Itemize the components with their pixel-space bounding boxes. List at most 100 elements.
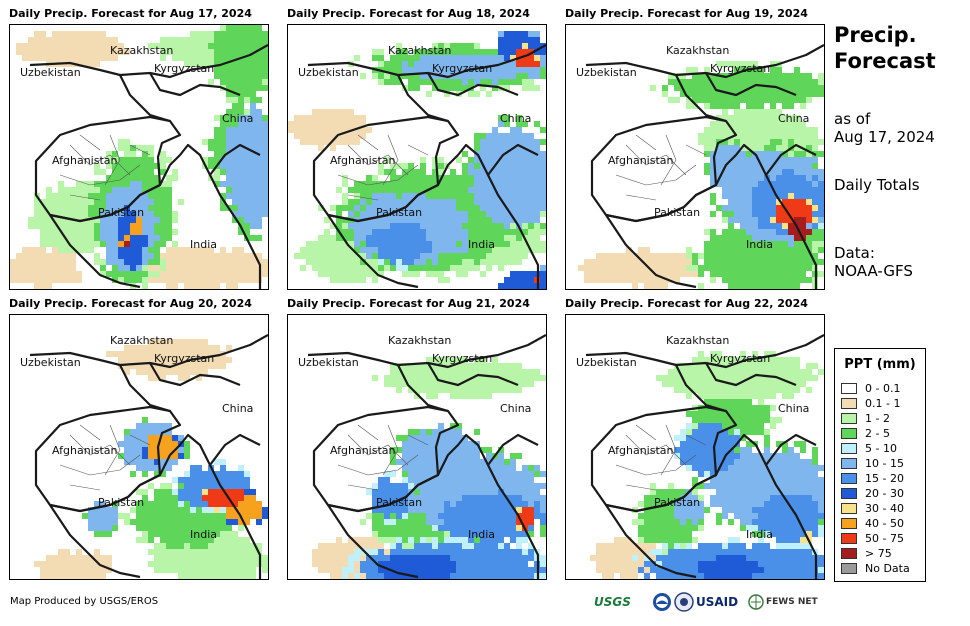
precip-cell — [728, 223, 734, 229]
precip-cell — [474, 199, 480, 205]
precip-cell — [312, 241, 318, 247]
precip-cell — [728, 115, 734, 121]
precip-cell — [172, 175, 178, 181]
precip-cell — [540, 495, 546, 501]
precip-cell — [468, 561, 474, 567]
precip-cell — [124, 235, 130, 241]
precip-cell — [118, 441, 124, 447]
precip-cell — [94, 555, 100, 561]
precip-cell — [426, 229, 432, 235]
precip-cell — [794, 459, 800, 465]
precip-cell — [432, 229, 438, 235]
precip-cell — [692, 387, 698, 393]
precip-cell — [256, 223, 262, 229]
precip-cell — [142, 501, 148, 507]
precip-cell — [414, 477, 420, 483]
precip-cell — [154, 567, 160, 573]
precip-cell — [360, 573, 366, 579]
precip-cell — [238, 73, 244, 79]
precip-cell — [794, 121, 800, 127]
country-boundary — [49, 433, 262, 579]
precip-cell — [238, 49, 244, 55]
precip-cell — [408, 55, 414, 61]
precip-cell — [710, 247, 716, 253]
precip-cell — [680, 91, 686, 97]
province-boundary — [59, 454, 141, 476]
precip-cell — [64, 229, 70, 235]
precip-cell — [354, 259, 360, 265]
precip-cell — [136, 357, 142, 363]
precip-cell — [408, 85, 414, 91]
precip-cell — [112, 507, 118, 513]
precip-cell — [40, 253, 46, 259]
precip-cell — [794, 169, 800, 175]
precip-cell — [806, 139, 812, 145]
precip-cell — [396, 49, 402, 55]
precip-cell — [34, 37, 40, 43]
precip-cell — [800, 151, 806, 157]
precip-cell — [758, 235, 764, 241]
precip-cell — [468, 259, 474, 265]
precip-cell — [336, 241, 342, 247]
precip-cell — [214, 259, 220, 265]
precip-cell — [462, 387, 468, 393]
precip-cell — [130, 351, 136, 357]
precip-cell — [420, 447, 426, 453]
precip-cell — [734, 121, 740, 127]
precip-cell — [190, 525, 196, 531]
precip-cell — [764, 253, 770, 259]
precip-cell — [468, 489, 474, 495]
precip-cell — [112, 163, 118, 169]
precip-cell — [330, 115, 336, 121]
precip-cell — [52, 555, 58, 561]
precip-cell — [262, 67, 268, 73]
precip-cell — [238, 205, 244, 211]
precip-cell — [70, 259, 76, 265]
precip-cell — [782, 465, 788, 471]
precip-cell — [324, 271, 330, 277]
precip-cell — [728, 127, 734, 133]
precip-cell — [354, 235, 360, 241]
precip-cell — [480, 489, 486, 495]
precip-cell — [674, 277, 680, 283]
precip-cell — [764, 187, 770, 193]
precip-cell — [154, 217, 160, 223]
precip-cell — [686, 393, 692, 399]
precip-cell — [462, 471, 468, 477]
precip-cell — [474, 513, 480, 519]
precip-cell — [40, 199, 46, 205]
precip-cell — [704, 435, 710, 441]
precip-cell — [160, 351, 166, 357]
precip-cell — [812, 363, 818, 369]
precip-cell — [426, 381, 432, 387]
precip-cell — [238, 561, 244, 567]
precip-cell — [758, 223, 764, 229]
precip-cell — [770, 217, 776, 223]
precip-cell — [444, 253, 450, 259]
precip-cell — [704, 241, 710, 247]
precip-cell — [510, 127, 516, 133]
precip-cell — [776, 145, 782, 151]
precip-cell — [172, 519, 178, 525]
precip-cell — [318, 205, 324, 211]
precip-cell — [184, 55, 190, 61]
precip-cell — [250, 37, 256, 43]
precip-cell — [10, 259, 16, 265]
precip-cell — [106, 519, 112, 525]
precip-cell — [734, 205, 740, 211]
precip-cell — [746, 277, 752, 283]
precip-cell — [250, 187, 256, 193]
precip-cell — [510, 471, 516, 477]
precip-cell — [238, 537, 244, 543]
precip-cell — [396, 235, 402, 241]
precip-cell — [166, 211, 172, 217]
precip-cell — [788, 79, 794, 85]
precip-cell — [794, 235, 800, 241]
precip-cell — [698, 387, 704, 393]
precip-cell — [740, 489, 746, 495]
precip-cell — [794, 375, 800, 381]
precip-cell — [764, 507, 770, 513]
precip-cell — [88, 525, 94, 531]
precip-cell — [734, 357, 740, 363]
precip-cell — [710, 259, 716, 265]
